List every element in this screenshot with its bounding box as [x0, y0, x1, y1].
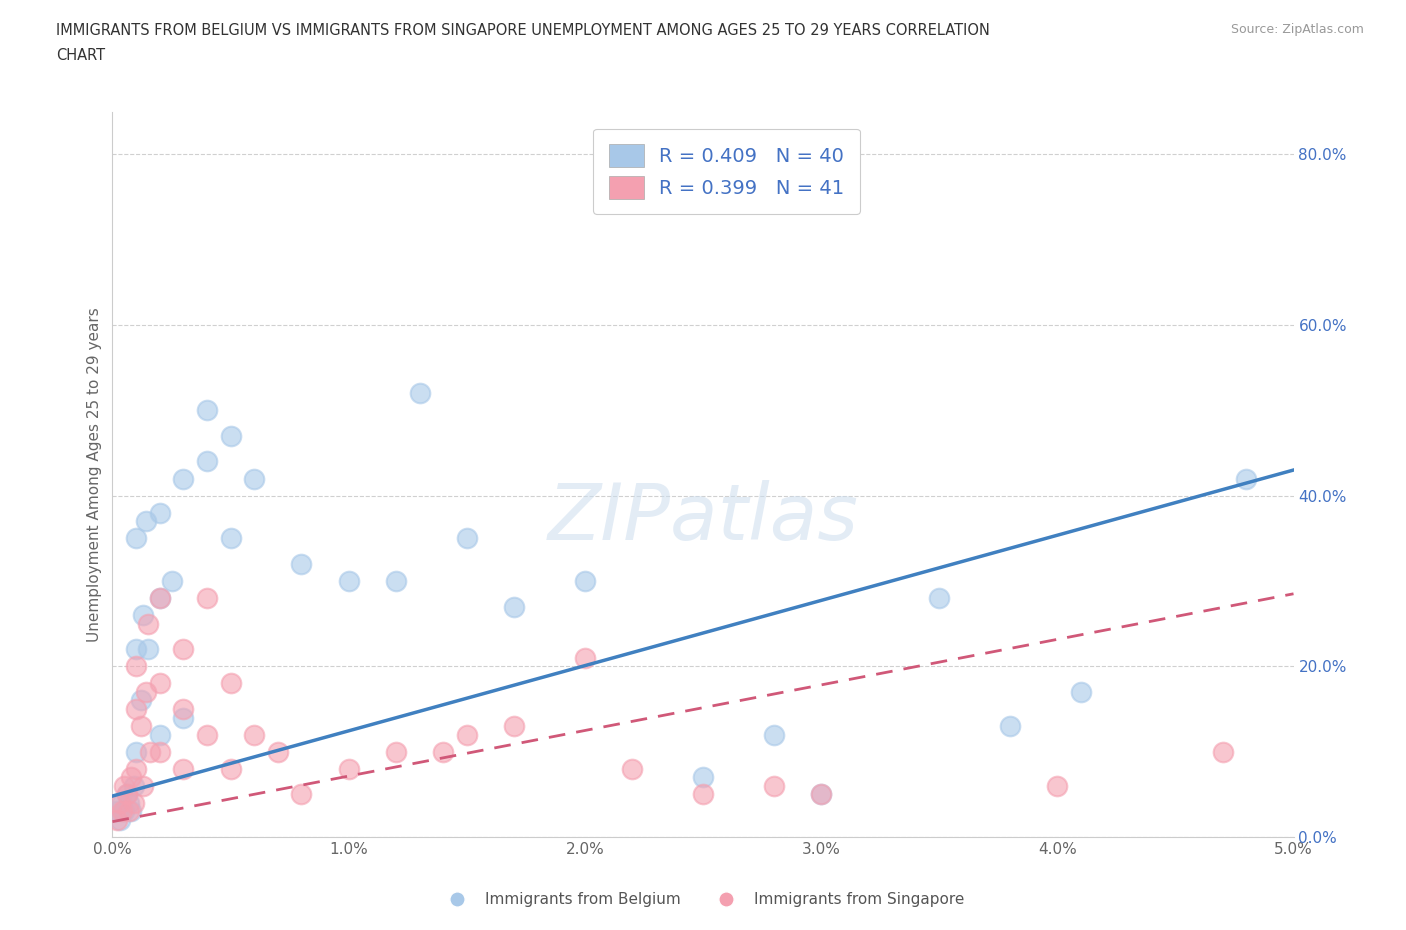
Point — [108, 795, 131, 810]
Point — [115, 787, 138, 802]
Point — [503, 599, 526, 614]
Point — [135, 513, 157, 528]
Point — [243, 472, 266, 486]
Text: Source: ZipAtlas.com: Source: ZipAtlas.com — [1230, 23, 1364, 36]
Point — [385, 574, 408, 589]
Point — [172, 711, 194, 725]
Point — [172, 762, 194, 777]
Point — [243, 727, 266, 742]
Text: CHART: CHART — [56, 48, 105, 63]
Point — [267, 744, 290, 759]
Point — [149, 505, 172, 520]
Point — [219, 676, 242, 691]
Point — [195, 591, 218, 605]
Point — [135, 684, 157, 699]
Point — [129, 719, 152, 734]
Point — [139, 744, 162, 759]
Point — [111, 795, 134, 810]
Point — [574, 574, 596, 589]
Point — [122, 778, 145, 793]
Point — [120, 804, 142, 818]
Point — [132, 607, 155, 622]
Point — [290, 787, 312, 802]
Point — [125, 701, 148, 716]
Point — [105, 804, 128, 818]
Point — [456, 531, 478, 546]
Point — [810, 787, 832, 802]
Point — [1234, 472, 1257, 486]
Point — [160, 574, 183, 589]
Text: ZIPatlas: ZIPatlas — [547, 480, 859, 556]
Point — [195, 727, 218, 742]
Point — [337, 574, 360, 589]
Point — [998, 719, 1021, 734]
Point — [692, 770, 714, 785]
Point — [456, 727, 478, 742]
Point — [219, 429, 242, 444]
Legend: Immigrants from Belgium, Immigrants from Singapore: Immigrants from Belgium, Immigrants from… — [436, 886, 970, 913]
Point — [125, 658, 148, 673]
Point — [574, 650, 596, 665]
Point — [129, 693, 152, 708]
Point — [219, 531, 242, 546]
Point — [928, 591, 950, 605]
Point — [115, 787, 138, 802]
Point — [149, 676, 172, 691]
Point — [1046, 778, 1069, 793]
Point — [172, 472, 194, 486]
Point — [125, 744, 148, 759]
Point — [195, 454, 218, 469]
Point — [118, 804, 141, 818]
Text: IMMIGRANTS FROM BELGIUM VS IMMIGRANTS FROM SINGAPORE UNEMPLOYMENT AMONG AGES 25 : IMMIGRANTS FROM BELGIUM VS IMMIGRANTS FR… — [56, 23, 990, 38]
Point — [503, 719, 526, 734]
Point — [136, 642, 159, 657]
Point — [132, 778, 155, 793]
Point — [621, 762, 644, 777]
Point — [118, 795, 141, 810]
Point — [125, 762, 148, 777]
Legend: R = 0.409   N = 40, R = 0.399   N = 41: R = 0.409 N = 40, R = 0.399 N = 41 — [593, 128, 860, 214]
Point — [810, 787, 832, 802]
Point — [108, 813, 131, 828]
Point — [149, 591, 172, 605]
Point — [125, 642, 148, 657]
Point — [149, 727, 172, 742]
Point — [762, 778, 785, 793]
Point — [149, 591, 172, 605]
Point — [290, 556, 312, 571]
Point — [1212, 744, 1234, 759]
Point — [112, 804, 135, 818]
Point — [219, 762, 242, 777]
Point — [122, 795, 145, 810]
Point — [385, 744, 408, 759]
Point — [337, 762, 360, 777]
Point — [1070, 684, 1092, 699]
Point — [432, 744, 454, 759]
Point — [692, 787, 714, 802]
Point — [408, 386, 430, 401]
Y-axis label: Unemployment Among Ages 25 to 29 years: Unemployment Among Ages 25 to 29 years — [87, 307, 103, 642]
Point — [136, 617, 159, 631]
Point — [149, 744, 172, 759]
Point — [105, 813, 128, 828]
Point — [762, 727, 785, 742]
Point — [125, 531, 148, 546]
Point — [112, 778, 135, 793]
Point — [195, 403, 218, 418]
Point — [120, 770, 142, 785]
Point — [172, 701, 194, 716]
Point — [172, 642, 194, 657]
Point — [111, 804, 134, 818]
